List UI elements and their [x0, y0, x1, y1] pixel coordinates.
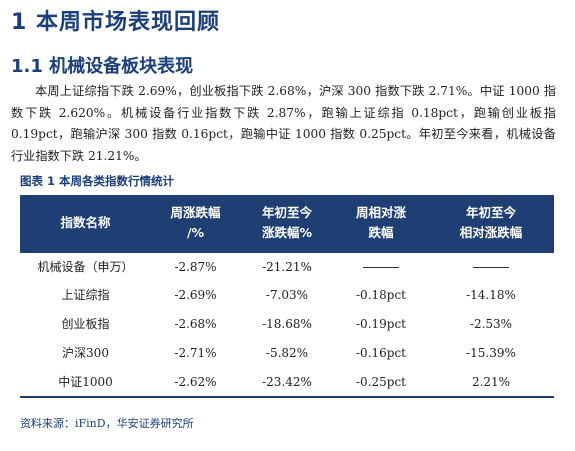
header-relative-ytd: 年初至今 相对涨跌幅 — [428, 195, 554, 252]
table-row: 机械设备（申万） -2.87% -21.21% —— —— — [20, 251, 554, 280]
index-performance-table: 指数名称 周涨跌幅/% 年初至今 涨跌幅% 周相对涨 跌幅 年初至今 相对涨跌幅 机械… — [20, 195, 554, 398]
cell-rel-ytd: -15.39% — [466, 345, 516, 360]
cell-rel-weekly: -0.19pct — [356, 316, 406, 331]
summary-text: 本周上证综指下跌 2.69%，创业板指下跌 2.68%，沪深 300 指数下跌 … — [11, 84, 556, 163]
header-ytd-change: 年初至今 涨跌幅% — [240, 195, 334, 252]
cell-weekly: -2.62% — [151, 367, 240, 398]
table-caption: 图表 1 本周各类指数行情统计 — [20, 174, 175, 188]
cell-index-name: 创业板指 — [61, 317, 110, 331]
dash-mark — [473, 266, 509, 268]
header-index-name: 指数名称 — [20, 195, 151, 252]
cell-rel-weekly: —— — [334, 251, 428, 280]
cell-weekly: -2.71% — [174, 345, 217, 360]
cell-weekly: -2.69% — [174, 287, 217, 302]
cell-index-name: 上证综指 — [61, 288, 110, 302]
table-header-row: 指数名称 周涨跌幅/% 年初至今 涨跌幅% 周相对涨 跌幅 年初至今 相对涨跌幅 — [20, 195, 554, 252]
header-weekly-change: 周涨跌幅/% — [151, 195, 240, 252]
cell-rel-weekly: -0.18pct — [356, 287, 406, 302]
cell-ytd: -21.21% — [240, 251, 334, 280]
cell-ytd: -5.82% — [265, 345, 309, 360]
cell-index-name: 中证1000 — [20, 367, 151, 398]
table-row: 上证综指 -2.69% -7.03% -0.18pct -14.18% — [20, 280, 554, 309]
dash-mark — [363, 266, 399, 268]
table-row: 中证1000 -2.62% -23.42% -0.25pct 2.21% — [20, 367, 554, 398]
subsection-heading: 1.1 机械设备板块表现 — [11, 56, 194, 77]
cell-weekly: -2.87% — [151, 251, 240, 280]
cell-rel-weekly: -0.16pct — [356, 345, 406, 360]
cell-rel-ytd: —— — [428, 251, 554, 280]
header-relative-weekly: 周相对涨 跌幅 — [334, 195, 428, 252]
cell-rel-ytd: 2.21% — [428, 367, 554, 398]
cell-ytd: -23.42% — [240, 367, 334, 398]
source-note: 资料来源：iFinD，华安证券研究所 — [20, 417, 194, 430]
cell-rel-weekly: -0.25pct — [334, 367, 428, 398]
section-heading: 1 本周市场表现回顾 — [11, 10, 220, 35]
cell-index-name: 机械设备（申万） — [20, 251, 151, 280]
cell-rel-ytd: -2.53% — [469, 316, 513, 331]
summary-paragraph: 本周上证综指下跌 2.69%，创业板指下跌 2.68%，沪深 300 指数下跌 … — [11, 81, 556, 167]
cell-rel-ytd: -14.18% — [466, 287, 516, 302]
table-row: 创业板指 -2.68% -18.68% -0.19pct -2.53% — [20, 309, 554, 338]
table-row: 沪深300 -2.71% -5.82% -0.16pct -15.39% — [20, 338, 554, 367]
cell-index-name: 沪深300 — [62, 346, 109, 360]
cell-ytd: -18.68% — [262, 316, 312, 331]
cell-weekly: -2.68% — [174, 316, 217, 331]
cell-ytd: -7.03% — [265, 287, 309, 302]
